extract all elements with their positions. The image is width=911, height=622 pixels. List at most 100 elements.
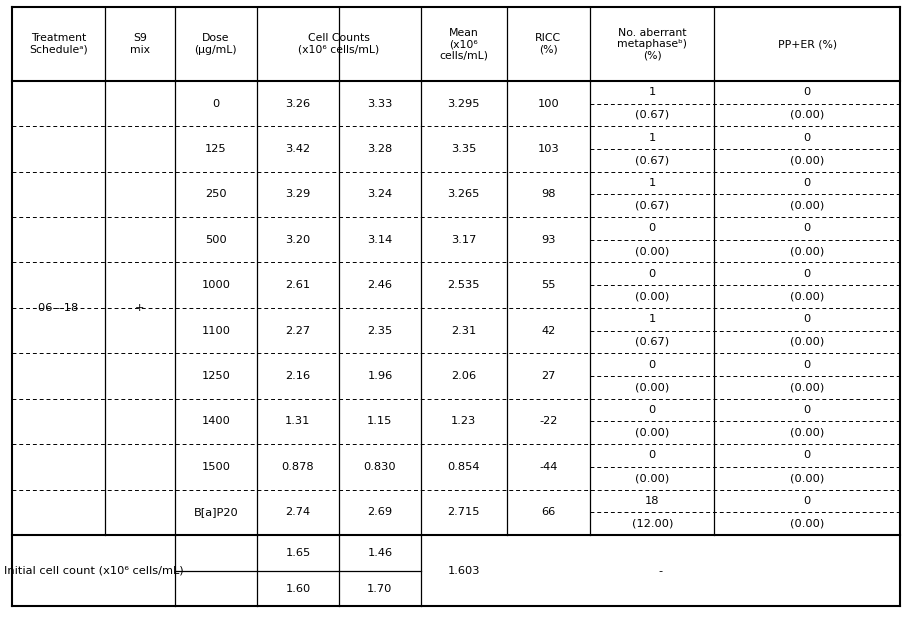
Text: 3.35: 3.35	[451, 144, 476, 154]
Text: 0: 0	[649, 405, 656, 415]
Text: 1.603: 1.603	[447, 565, 480, 576]
Text: No. aberrant
metaphaseᵇ)
(%): No. aberrant metaphaseᵇ) (%)	[618, 27, 687, 61]
Text: 100: 100	[537, 98, 559, 109]
Text: (0.00): (0.00)	[790, 201, 824, 211]
Text: 0: 0	[212, 98, 220, 109]
Text: Dose
(μg/mL): Dose (μg/mL)	[195, 34, 237, 55]
Text: 1250: 1250	[201, 371, 230, 381]
Text: 0: 0	[649, 223, 656, 233]
Text: 2.535: 2.535	[447, 280, 480, 290]
Text: 1.65: 1.65	[285, 548, 311, 558]
Text: PP+ER (%): PP+ER (%)	[778, 39, 836, 49]
Text: 0.830: 0.830	[363, 462, 396, 472]
Text: 1400: 1400	[201, 416, 230, 427]
Text: (0.00): (0.00)	[635, 292, 670, 302]
Text: 2.715: 2.715	[447, 507, 480, 518]
Text: Initial cell count (x10⁶ cells/mL): Initial cell count (x10⁶ cells/mL)	[4, 565, 183, 576]
Text: 2.74: 2.74	[285, 507, 311, 518]
Text: (0.00): (0.00)	[790, 156, 824, 165]
Text: (12.00): (12.00)	[631, 519, 673, 529]
Text: (0.00): (0.00)	[790, 292, 824, 302]
Text: 3.29: 3.29	[285, 189, 311, 200]
Text: 3.33: 3.33	[367, 98, 393, 109]
Text: 66: 66	[541, 507, 556, 518]
Text: 3.28: 3.28	[367, 144, 393, 154]
Text: 1.46: 1.46	[367, 548, 393, 558]
Text: (0.00): (0.00)	[635, 246, 670, 256]
Text: 42: 42	[541, 325, 556, 336]
Text: 103: 103	[537, 144, 559, 154]
Text: 0: 0	[804, 223, 811, 233]
Text: 1.23: 1.23	[451, 416, 476, 427]
Text: 2.35: 2.35	[367, 325, 393, 336]
Text: 1100: 1100	[201, 325, 230, 336]
Text: 500: 500	[205, 234, 227, 245]
Text: 1: 1	[649, 132, 656, 142]
Text: 06 - 18: 06 - 18	[38, 303, 78, 313]
Text: (0.67): (0.67)	[635, 201, 670, 211]
Text: 125: 125	[205, 144, 227, 154]
Text: 1.15: 1.15	[367, 416, 393, 427]
Text: (0.67): (0.67)	[635, 156, 670, 165]
Text: 1: 1	[649, 178, 656, 188]
Text: (0.67): (0.67)	[635, 110, 670, 120]
Text: RICC
(%): RICC (%)	[536, 34, 561, 55]
Text: 2.69: 2.69	[367, 507, 393, 518]
Text: 2.31: 2.31	[451, 325, 476, 336]
Text: Mean
(x10⁶
cells/mL): Mean (x10⁶ cells/mL)	[439, 27, 488, 61]
Text: 1.31: 1.31	[285, 416, 311, 427]
Text: -22: -22	[539, 416, 558, 427]
Text: 0.878: 0.878	[281, 462, 314, 472]
Text: 1500: 1500	[201, 462, 230, 472]
Text: 0: 0	[804, 496, 811, 506]
Text: (0.00): (0.00)	[790, 428, 824, 438]
Text: 0: 0	[804, 360, 811, 369]
Text: 3.295: 3.295	[447, 98, 480, 109]
Text: 2.06: 2.06	[451, 371, 476, 381]
Text: 0: 0	[804, 87, 811, 97]
Text: 1.70: 1.70	[367, 583, 393, 593]
Text: 3.17: 3.17	[451, 234, 476, 245]
Text: 55: 55	[541, 280, 556, 290]
Text: 18: 18	[645, 496, 660, 506]
Text: 0.854: 0.854	[447, 462, 480, 472]
Text: 3.26: 3.26	[285, 98, 311, 109]
Text: 98: 98	[541, 189, 556, 200]
Text: 3.24: 3.24	[367, 189, 393, 200]
Text: 0: 0	[804, 132, 811, 142]
Text: 1: 1	[649, 87, 656, 97]
Text: 0: 0	[649, 269, 656, 279]
Text: 2.16: 2.16	[285, 371, 311, 381]
Text: 250: 250	[205, 189, 227, 200]
Text: 1: 1	[649, 314, 656, 324]
Text: Treatment
Scheduleᵃ): Treatment Scheduleᵃ)	[29, 34, 87, 55]
Text: 0: 0	[804, 314, 811, 324]
Text: 3.20: 3.20	[285, 234, 311, 245]
Text: 2.46: 2.46	[367, 280, 393, 290]
Text: 3.42: 3.42	[285, 144, 311, 154]
Text: (0.00): (0.00)	[790, 110, 824, 120]
Text: 0: 0	[804, 269, 811, 279]
Text: 27: 27	[541, 371, 556, 381]
Text: 1.96: 1.96	[367, 371, 393, 381]
Text: (0.00): (0.00)	[790, 473, 824, 483]
Text: 0: 0	[804, 178, 811, 188]
Text: S9
mix: S9 mix	[130, 34, 149, 55]
Text: 1.60: 1.60	[285, 583, 311, 593]
Text: 0: 0	[649, 450, 656, 460]
Text: -: -	[659, 565, 662, 576]
Text: Cell Counts
(x10⁶ cells/mL): Cell Counts (x10⁶ cells/mL)	[298, 34, 380, 55]
Text: 0: 0	[804, 405, 811, 415]
Text: 2.27: 2.27	[285, 325, 311, 336]
Text: (0.00): (0.00)	[790, 246, 824, 256]
Text: 3.14: 3.14	[367, 234, 393, 245]
Text: +: +	[135, 303, 145, 313]
Text: 0: 0	[649, 360, 656, 369]
Text: (0.00): (0.00)	[635, 383, 670, 392]
Text: (0.67): (0.67)	[635, 337, 670, 347]
Text: 1000: 1000	[201, 280, 230, 290]
Text: B[a]P20: B[a]P20	[193, 507, 239, 518]
Text: 93: 93	[541, 234, 556, 245]
Text: (0.00): (0.00)	[790, 337, 824, 347]
Text: (0.00): (0.00)	[790, 383, 824, 392]
